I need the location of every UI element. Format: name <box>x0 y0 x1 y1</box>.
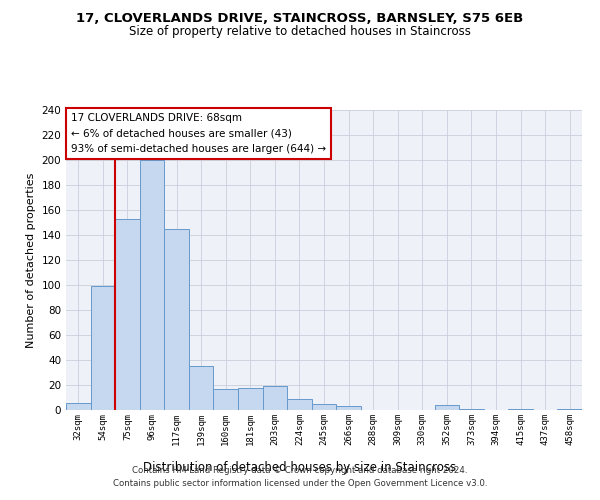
Bar <box>557 409 582 410</box>
Text: 17 CLOVERLANDS DRIVE: 68sqm
← 6% of detached houses are smaller (43)
93% of semi: 17 CLOVERLANDS DRIVE: 68sqm ← 6% of deta… <box>71 113 326 154</box>
Text: Distribution of detached houses by size in Staincross: Distribution of detached houses by size … <box>143 461 457 474</box>
Bar <box>91 286 115 410</box>
Bar <box>164 229 189 410</box>
Text: Size of property relative to detached houses in Staincross: Size of property relative to detached ho… <box>129 25 471 38</box>
Bar <box>189 366 214 410</box>
Bar <box>336 406 361 410</box>
Bar <box>115 219 140 410</box>
Bar <box>214 389 238 410</box>
Bar <box>66 402 91 410</box>
Bar <box>140 160 164 410</box>
Bar <box>508 409 533 410</box>
Bar <box>434 405 459 410</box>
Bar <box>263 386 287 410</box>
Text: 17, CLOVERLANDS DRIVE, STAINCROSS, BARNSLEY, S75 6EB: 17, CLOVERLANDS DRIVE, STAINCROSS, BARNS… <box>76 12 524 26</box>
Bar <box>238 388 263 410</box>
Text: Contains HM Land Registry data © Crown copyright and database right 2024.
Contai: Contains HM Land Registry data © Crown c… <box>113 466 487 487</box>
Bar <box>287 399 312 410</box>
Bar <box>459 409 484 410</box>
Y-axis label: Number of detached properties: Number of detached properties <box>26 172 36 348</box>
Bar <box>312 404 336 410</box>
